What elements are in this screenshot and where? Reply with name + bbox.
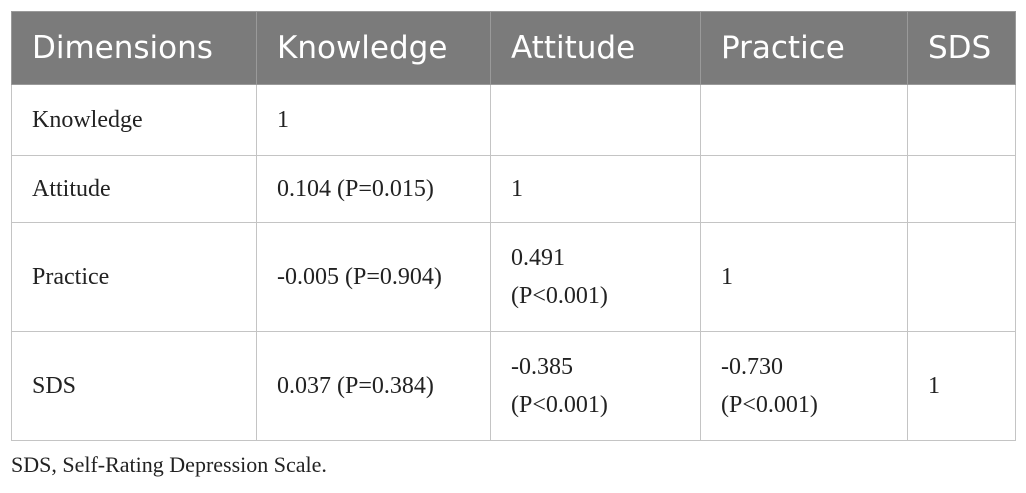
correlation-table: Dimensions Knowledge Attitude Practice SDS K… — [11, 11, 1016, 441]
table-cell: 1 — [490, 155, 701, 223]
table-cell — [700, 84, 908, 156]
table-cell: 0.104 (P=0.015) — [256, 155, 491, 223]
table-cell: -0.385 (P<0.001) — [490, 331, 701, 441]
table-cell — [700, 155, 908, 223]
table-cell: 1 — [907, 331, 1016, 441]
table-row: Knowledge 1 — [11, 84, 1016, 156]
header-cell: Knowledge — [256, 11, 491, 85]
table-body: Knowledge 1 Attitude 0.104 (P=0.015) 1 Practi… — [11, 84, 1016, 441]
table-cell: 1 — [256, 84, 491, 156]
table-cell: 1 — [700, 222, 908, 332]
row-label: SDS — [11, 331, 257, 441]
table-cell — [907, 222, 1016, 332]
header-cell: Attitude — [490, 11, 701, 85]
table-row: SDS 0.037 (P=0.384) -0.385 (P<0.001) -0.730… — [11, 331, 1016, 441]
table-row: Practice -0.005 (P=0.904) 0.491 (P<0.001) 1 — [11, 222, 1016, 332]
table-cell — [490, 84, 701, 156]
table-cell: 0.037 (P=0.384) — [256, 331, 491, 441]
table-cell — [907, 84, 1016, 156]
header-cell: Dimensions — [11, 11, 257, 85]
row-label: Knowledge — [11, 84, 257, 156]
header-cell: Practice — [700, 11, 908, 85]
row-label: Practice — [11, 222, 257, 332]
table-cell: -0.730 (P<0.001) — [700, 331, 908, 441]
header-cell: SDS — [907, 11, 1016, 85]
table-row: Attitude 0.104 (P=0.015) 1 — [11, 155, 1016, 223]
row-label: Attitude — [11, 155, 257, 223]
header-row: Dimensions Knowledge Attitude Practice SDS — [11, 11, 1016, 85]
table-cell — [907, 155, 1016, 223]
footnote: SDS, Self-Rating Depression Scale. — [11, 452, 327, 477]
table-cell: -0.005 (P=0.904) — [256, 222, 491, 332]
table-cell: 0.491 (P<0.001) — [490, 222, 701, 332]
